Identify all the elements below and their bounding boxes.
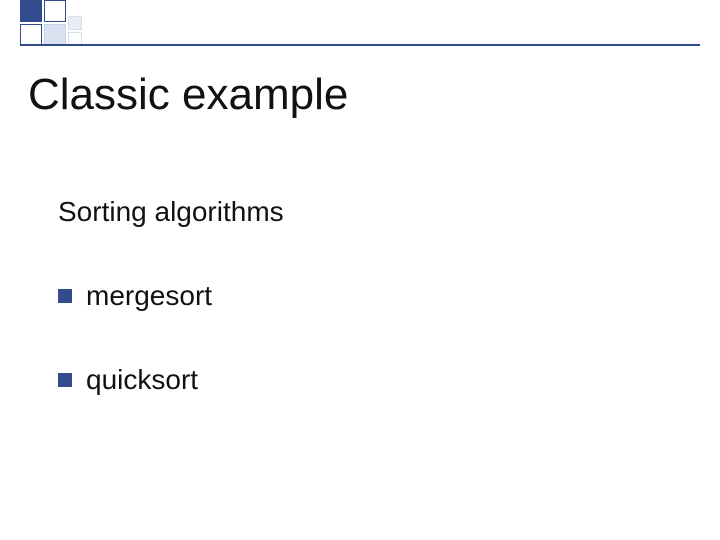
bullet-label: mergesort xyxy=(86,280,212,312)
bullet-square-icon xyxy=(58,373,72,387)
list-item: mergesort xyxy=(58,280,212,312)
deco-square xyxy=(44,0,66,22)
deco-square xyxy=(68,16,82,30)
list-item: quicksort xyxy=(58,364,198,396)
deco-square xyxy=(44,24,66,46)
deco-square xyxy=(20,24,42,46)
slide-title: Classic example xyxy=(28,70,348,120)
deco-square xyxy=(20,0,42,22)
bullet-square-icon xyxy=(58,289,72,303)
slide-subtitle: Sorting algorithms xyxy=(58,196,284,228)
bullet-label: quicksort xyxy=(86,364,198,396)
title-divider xyxy=(20,44,700,46)
